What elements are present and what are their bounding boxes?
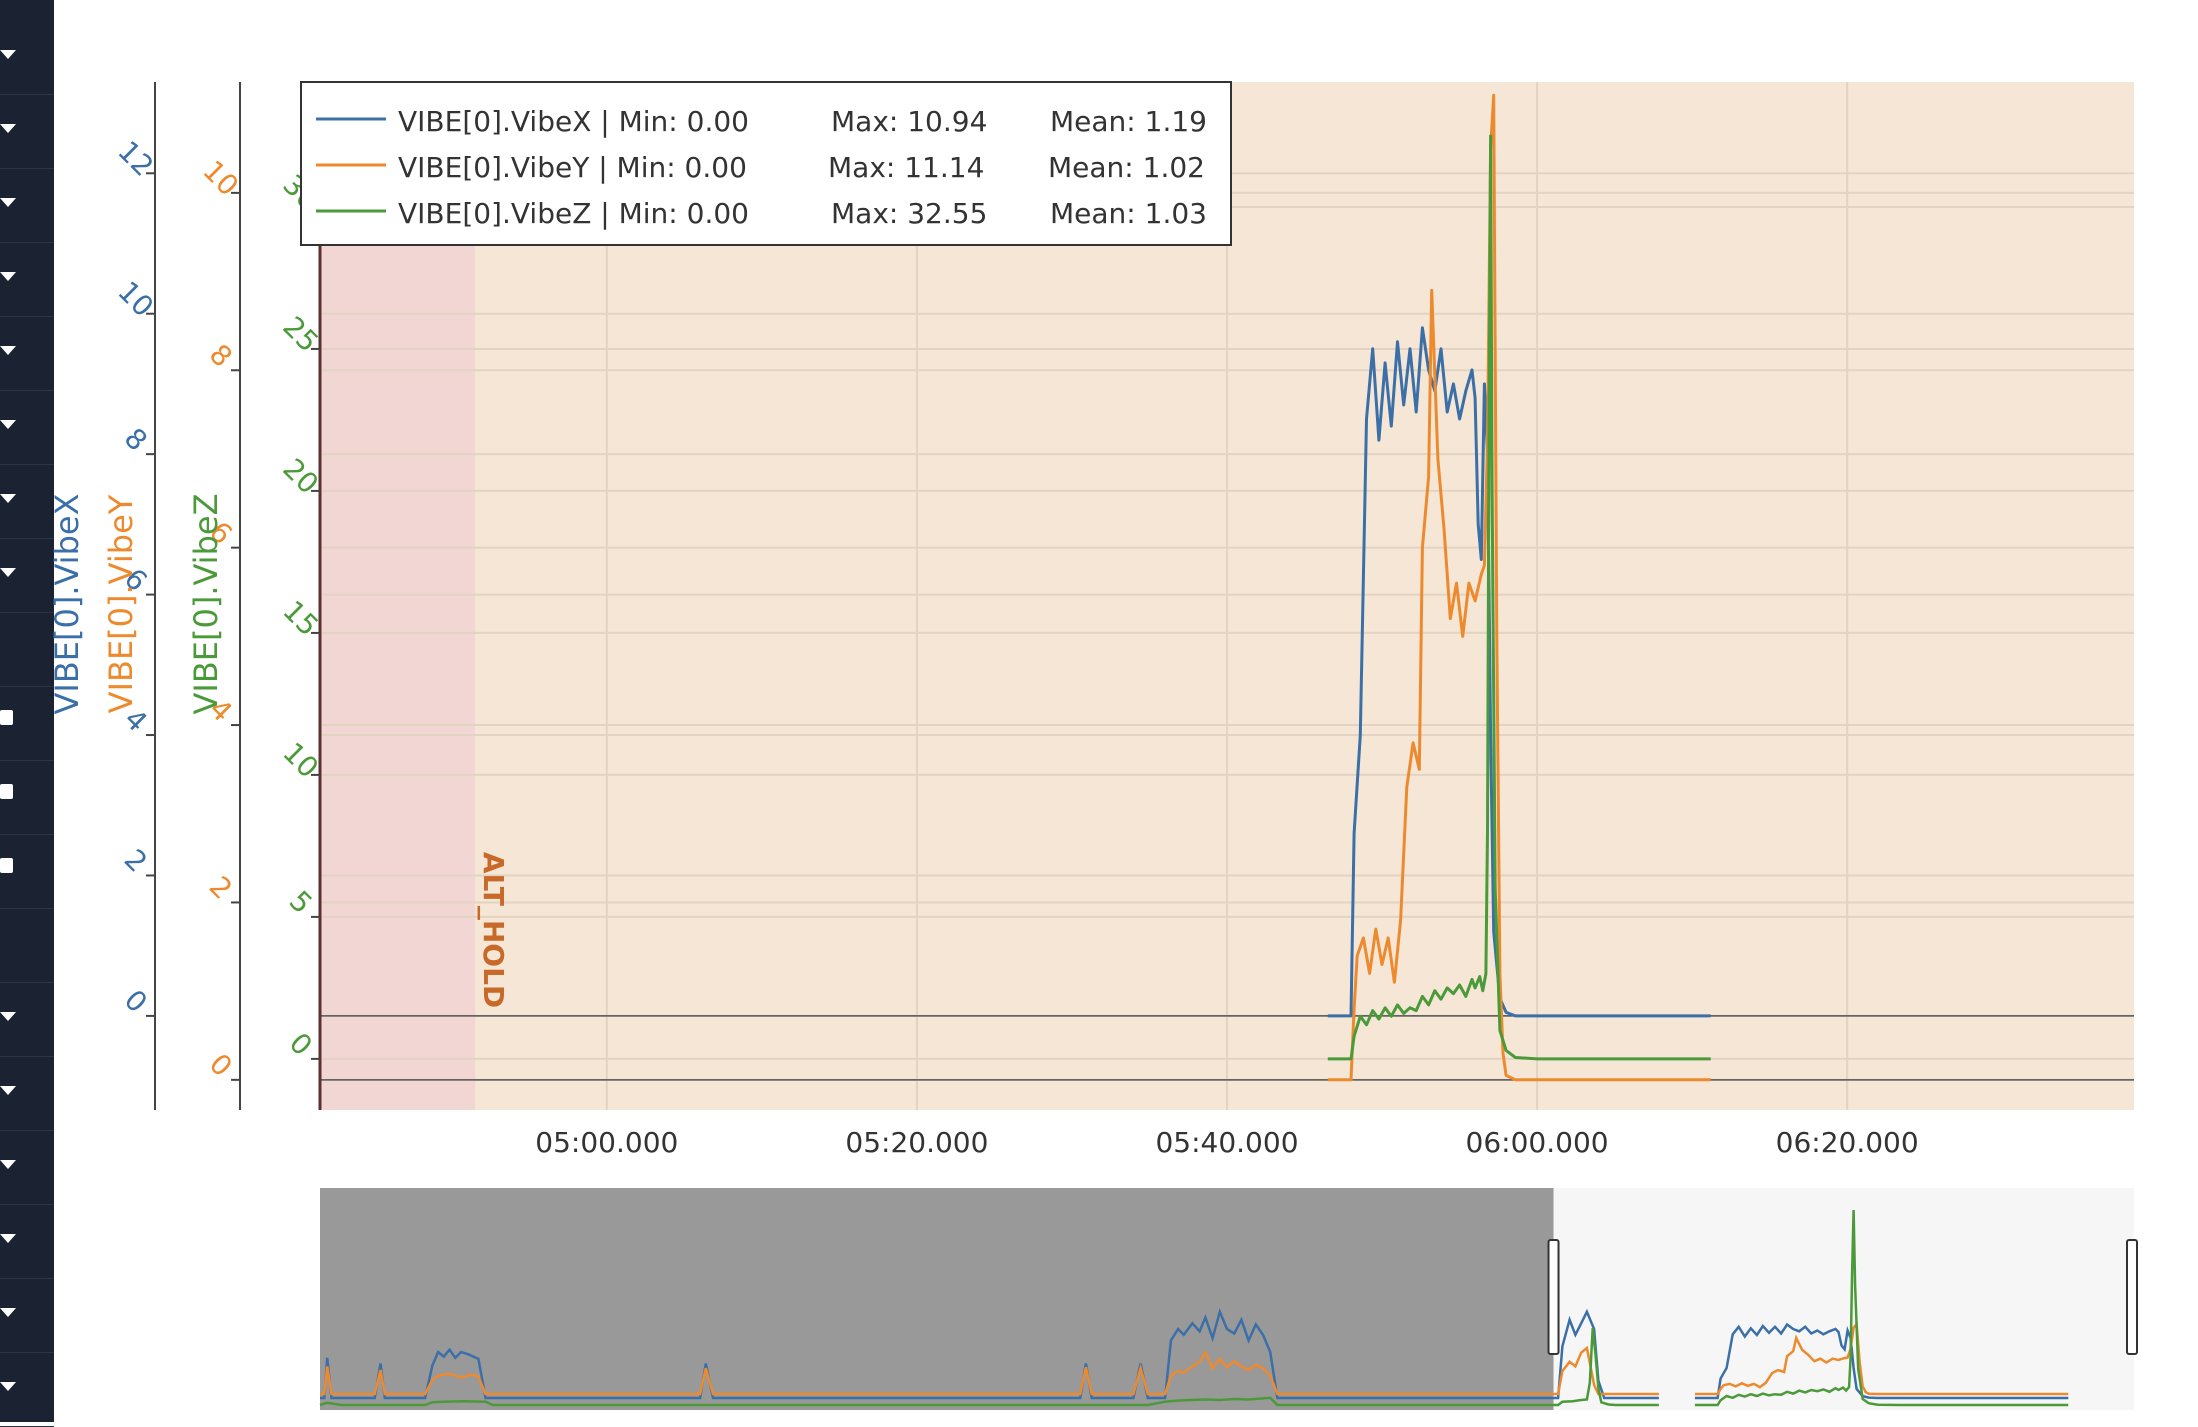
y-tick-label-vibex: 2 <box>118 843 154 879</box>
series-line-vibex <box>1327 326 1711 1018</box>
sidebar-item[interactable] <box>0 538 54 613</box>
y-tick-label-vibex: 10 <box>111 275 160 324</box>
range-slider-handle-left[interactable] <box>1547 1239 1560 1355</box>
mode-label-alt-hold: ALT_HOLD <box>477 852 510 1008</box>
y-tick-label-vibey: 10 <box>196 154 245 203</box>
sidebar-item[interactable] <box>0 1278 54 1353</box>
chevron-down-icon <box>0 1308 16 1317</box>
chevron-down-icon <box>0 124 16 133</box>
sidebar <box>0 0 54 1427</box>
range-slider[interactable] <box>319 1188 2138 1410</box>
legend-vibex-mean: Mean: 1.19 <box>1050 105 1207 138</box>
y-tick-label-vibex: 12 <box>111 134 160 183</box>
y-tick-label-vibey: 8 <box>203 338 239 374</box>
y-axis-title-vibez: VIBE[0].VibeZ <box>187 494 225 715</box>
folder-icon <box>0 858 13 873</box>
legend-vibex-name: VIBE[0].VibeX | Min: 0.00 <box>398 105 749 138</box>
series-line-vibez <box>1327 134 1711 1061</box>
chevron-down-icon <box>0 494 16 503</box>
x-tick-label: 06:00.000 <box>1466 1126 1609 1159</box>
range-slider-line-vibey <box>1694 1320 2069 1396</box>
sidebar-item[interactable] <box>0 168 54 243</box>
chevron-down-icon <box>0 1382 16 1391</box>
y-tick-label-vibez: 5 <box>283 884 319 920</box>
sidebar-item[interactable] <box>0 1204 54 1279</box>
x-tick-label: 05:40.000 <box>1155 1126 1298 1159</box>
sidebar-item[interactable] <box>0 982 54 1057</box>
chevron-down-icon <box>0 1234 16 1243</box>
range-slider-lines <box>319 1209 2069 1407</box>
sidebar-item[interactable] <box>0 242 54 317</box>
y-tick-label-vibez: 0 <box>283 1026 319 1062</box>
chevron-down-icon <box>0 198 16 207</box>
chevron-down-icon <box>0 1012 16 1021</box>
sidebar-item[interactable] <box>0 390 54 465</box>
sidebar-item[interactable] <box>0 834 54 909</box>
range-slider-line-vibez <box>1694 1209 2069 1407</box>
y-tick-label-vibex: 8 <box>118 421 154 457</box>
chevron-down-icon <box>0 346 16 355</box>
chevron-down-icon <box>0 420 16 429</box>
x-tick-label: 05:20.000 <box>845 1126 988 1159</box>
chevron-down-icon <box>0 568 16 577</box>
legend: VIBE[0].VibeX | Min: 0.00 Max: 10.94 Mea… <box>300 81 1232 246</box>
mode-region-pre <box>320 82 476 1110</box>
y-tick-label-vibez: 25 <box>276 310 325 359</box>
sidebar-item[interactable] <box>0 464 54 539</box>
range-slider-handle-right[interactable] <box>2126 1239 2138 1355</box>
sidebar-item[interactable] <box>0 20 54 95</box>
y-tick-label-vibez: 15 <box>276 594 325 643</box>
sidebar-item[interactable] <box>0 760 54 835</box>
legend-vibez-mean: Mean: 1.03 <box>1050 197 1207 230</box>
y-axis-title-vibey: VIBE[0].VibeY <box>102 494 140 713</box>
range-slider-selection[interactable] <box>320 1188 1554 1410</box>
legend-vibey-max: Max: 11.14 <box>828 151 984 184</box>
sidebar-item[interactable] <box>0 94 54 169</box>
y-tick-label-vibex: 0 <box>118 983 154 1019</box>
chevron-down-icon <box>0 272 16 281</box>
sidebar-item <box>0 908 54 983</box>
legend-box <box>300 81 1232 246</box>
chevron-down-icon <box>0 1160 16 1169</box>
x-tick-label: 05:00.000 <box>535 1126 678 1159</box>
y-axes: 024681012VIBE[0].VibeX0246810VIBE[0].Vib… <box>48 82 325 1110</box>
range-slider-line-vibex <box>320 1307 1659 1400</box>
sidebar-item[interactable] <box>0 1056 54 1131</box>
series-lines <box>1327 93 1711 1082</box>
range-slider-line-vibez <box>319 1327 1659 1407</box>
y-tick-label-vibey: 0 <box>203 1047 239 1083</box>
sidebar-item[interactable] <box>0 686 54 761</box>
legend-vibey-name: VIBE[0].VibeY | Min: 0.00 <box>398 151 747 184</box>
y-tick-label-vibey: 2 <box>203 870 239 906</box>
sidebar-item[interactable] <box>0 316 54 391</box>
sidebar-item[interactable] <box>0 1130 54 1205</box>
folder-icon <box>0 784 13 799</box>
y-tick-label-vibez: 10 <box>276 736 325 785</box>
legend-vibey-mean: Mean: 1.02 <box>1048 151 1205 184</box>
sidebar-item <box>0 612 54 687</box>
grid <box>320 82 2134 1110</box>
y-axis-title-vibex: VIBE[0].VibeX <box>48 494 86 715</box>
series-line-vibey <box>1327 93 1711 1082</box>
chevron-down-icon <box>0 50 16 59</box>
chevron-down-icon <box>0 1086 16 1095</box>
y-tick-label-vibez: 20 <box>276 452 325 501</box>
folder-icon <box>0 710 13 725</box>
x-tick-label: 06:20.000 <box>1776 1126 1919 1159</box>
legend-vibez-name: VIBE[0].VibeZ | Min: 0.00 <box>398 197 749 230</box>
x-axis: 05:00.000 05:20.000 05:40.000 06:00.000 06:2… <box>535 1126 1918 1159</box>
range-slider-line-vibex <box>1694 1322 2069 1400</box>
legend-vibez-max: Max: 32.55 <box>831 197 987 230</box>
legend-vibex-max: Max: 10.94 <box>831 105 987 138</box>
range-slider-line-vibey <box>320 1345 1659 1396</box>
